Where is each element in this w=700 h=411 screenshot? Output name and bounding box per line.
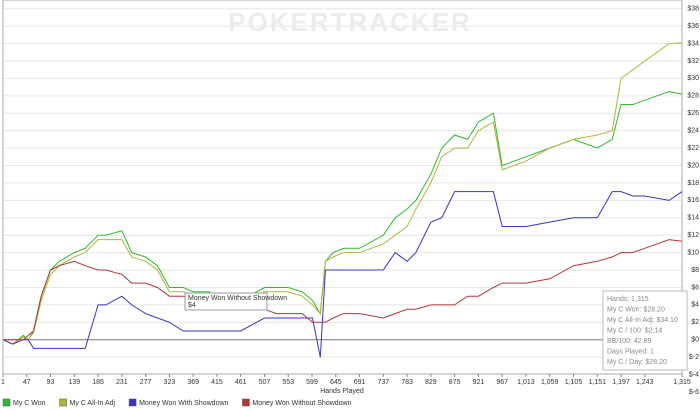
tooltip-title: Money Won Without Showdown <box>188 295 287 302</box>
y-tick-label: $36 <box>687 23 699 30</box>
info-line: My C All-In Adj: $34.10 <box>607 317 678 324</box>
info-line: My C / Day: $28.20 <box>607 359 667 366</box>
y-tick-label: $20 <box>687 162 699 169</box>
x-tick-label: 553 <box>282 379 294 386</box>
x-tick-label: 1,197 <box>612 379 630 386</box>
y-tick-label: $28 <box>687 93 699 100</box>
info-line: Days Played: 1 <box>607 348 654 355</box>
x-tick-label: 323 <box>164 379 176 386</box>
x-axis-label: Hands Played <box>320 388 364 395</box>
info-line: BB/100: 42.89 <box>607 338 651 345</box>
series-line <box>2 191 683 358</box>
legend-label: My C Won <box>13 400 46 407</box>
x-tick-label: 967 <box>496 379 508 386</box>
y-tick-label: $12 <box>687 232 699 239</box>
y-tick-label: $-2 <box>689 354 699 361</box>
x-tick-label: 921 <box>473 379 485 386</box>
x-tick-label: 645 <box>330 379 342 386</box>
legend-swatch <box>242 398 250 407</box>
legend-swatch <box>59 398 67 407</box>
y-tick-label: $8 <box>691 267 699 274</box>
x-tick-label: 1,315 <box>673 379 691 386</box>
x-tick-label: 93 <box>47 379 55 386</box>
y-tick-label: $32 <box>687 58 699 65</box>
tooltip-box <box>184 292 268 311</box>
y-tick-label: $4 <box>691 302 699 309</box>
info-line: My C Won: $28.20 <box>607 306 665 313</box>
x-tick-label: 1,013 <box>517 379 535 386</box>
x-tick-label: 369 <box>187 379 199 386</box>
y-tick-label: $16 <box>687 197 699 204</box>
plot-frame <box>2 0 683 375</box>
legend-label: My C All-In Adj <box>70 400 116 407</box>
x-tick-label: 1,059 <box>541 379 559 386</box>
y-tick-label: $10 <box>687 249 699 256</box>
y-tick-label: $0 <box>691 337 699 344</box>
x-tick-label: 1 <box>1 379 5 386</box>
series-line <box>2 42 683 345</box>
x-tick-label: 1,105 <box>565 379 583 386</box>
x-tick-label: 829 <box>425 379 437 386</box>
y-tick-label: $26 <box>687 110 699 117</box>
x-tick-label: 231 <box>116 379 128 386</box>
series-line <box>3 239 683 341</box>
series-line <box>2 90 683 345</box>
y-tick-label: $34 <box>687 40 699 47</box>
y-tick-label: $-4 <box>689 371 699 378</box>
tooltip-value: $4 <box>188 302 196 309</box>
watermark: POKERTRACKER <box>228 7 472 37</box>
info-box <box>602 290 688 371</box>
y-tick-label: $18 <box>687 180 699 187</box>
x-tick-label: 1,243 <box>636 379 654 386</box>
x-tick-label: 599 <box>306 379 318 386</box>
x-tick-label: 691 <box>354 379 366 386</box>
y-tick-label: $6 <box>691 284 699 291</box>
x-tick-label: 875 <box>449 379 461 386</box>
legend-swatch <box>2 398 11 407</box>
x-tick-label: 415 <box>211 379 223 386</box>
info-line: Hands: 1,315 <box>607 296 649 303</box>
y-tick-label: $38 <box>687 6 699 13</box>
y-tick-label: $14 <box>687 215 699 222</box>
legend-label: Money Won Without Showdown <box>252 400 351 407</box>
x-tick-label: 1,151 <box>588 379 606 386</box>
y-tick-label: $24 <box>687 128 699 135</box>
legend-label: Money Won With Showdown <box>139 400 228 407</box>
info-line: My C / 100: $2.14 <box>607 327 662 334</box>
x-tick-label: 461 <box>235 379 247 386</box>
x-tick-label: 783 <box>401 379 413 386</box>
x-tick-label: 47 <box>23 379 31 386</box>
y-tick-label: $30 <box>687 75 699 82</box>
x-tick-label: 139 <box>68 379 80 386</box>
y-tick-label: $2 <box>691 319 699 326</box>
x-tick-label: 185 <box>92 379 104 386</box>
x-tick-label: 277 <box>140 379 152 386</box>
x-tick-label: 507 <box>259 379 271 386</box>
y-tick-label: $-6 <box>689 389 699 396</box>
y-tick-label: $22 <box>687 145 699 152</box>
legend-swatch <box>128 398 137 407</box>
x-tick-label: 737 <box>377 379 389 386</box>
